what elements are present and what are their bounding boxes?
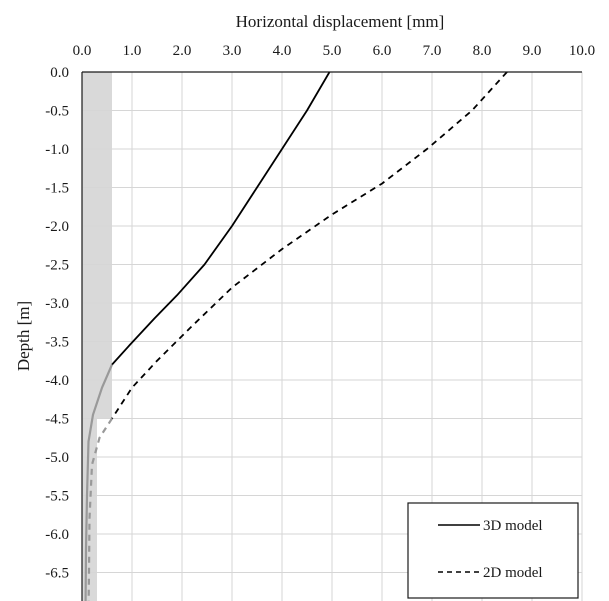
- shaded-region-0: [82, 72, 112, 419]
- y-tick-label: -1.5: [45, 181, 69, 197]
- x-tick-label: 7.0: [423, 43, 442, 59]
- y-tick-label: -6.5: [45, 566, 69, 582]
- legend-label-3d-model: 3D model: [483, 518, 543, 534]
- x-tick-label: 3.0: [223, 43, 242, 59]
- y-tick-label: 0.0: [50, 65, 69, 81]
- x-tick-label: 4.0: [273, 43, 292, 59]
- y-tick-label: -2.5: [45, 258, 69, 274]
- y-axis-title: Depth [m]: [14, 301, 33, 371]
- x-tick-label: 1.0: [123, 43, 142, 59]
- y-tick-label: -3.0: [45, 296, 69, 312]
- shaded-regions: [82, 72, 112, 601]
- x-tick-label: 6.0: [373, 43, 392, 59]
- y-tick-label: -3.5: [45, 335, 69, 351]
- x-axis-title: Horizontal displacement [mm]: [236, 12, 445, 31]
- y-tick-label: -0.5: [45, 104, 69, 120]
- x-tick-label: 10.0: [569, 43, 595, 59]
- series-lines: [84, 72, 508, 601]
- y-tick-labels: 0.0 -0.5 -1.0 -1.5 -2.0 -2.5 -3.0 -3.5 -4.0 -4.5 -…: [45, 65, 69, 582]
- y-tick-label: -4.0: [45, 373, 69, 389]
- series-line-3d-model-beyond-shaded-zone-: [84, 364, 114, 601]
- x-tick-labels: 0.0 1.0 2.0 3.0 4.0 5.0 6.0 7.0 8.0 9.0 10.0: [73, 43, 596, 59]
- y-tick-label: -2.0: [45, 219, 69, 235]
- x-tick-label: 2.0: [173, 43, 192, 59]
- series-line-2d-model: [111, 72, 508, 419]
- series-line-2d-model-beyond-shaded-zone-: [87, 417, 113, 601]
- y-tick-label: -4.5: [45, 412, 69, 428]
- legend: 3D model 2D model: [407, 502, 579, 599]
- legend-label-2d-model: 2D model: [483, 565, 543, 581]
- y-tick-label: -5.0: [45, 450, 69, 466]
- x-tick-label: 5.0: [323, 43, 342, 59]
- y-tick-label: -5.5: [45, 489, 69, 505]
- x-tick-label: 0.0: [73, 43, 92, 59]
- series-line-3d-model: [111, 72, 331, 366]
- x-tick-label: 8.0: [473, 43, 492, 59]
- y-tick-label: -6.0: [45, 527, 69, 543]
- legend-box: [407, 502, 579, 599]
- y-tick-label: -1.0: [45, 142, 69, 158]
- x-tick-label: 9.0: [523, 43, 542, 59]
